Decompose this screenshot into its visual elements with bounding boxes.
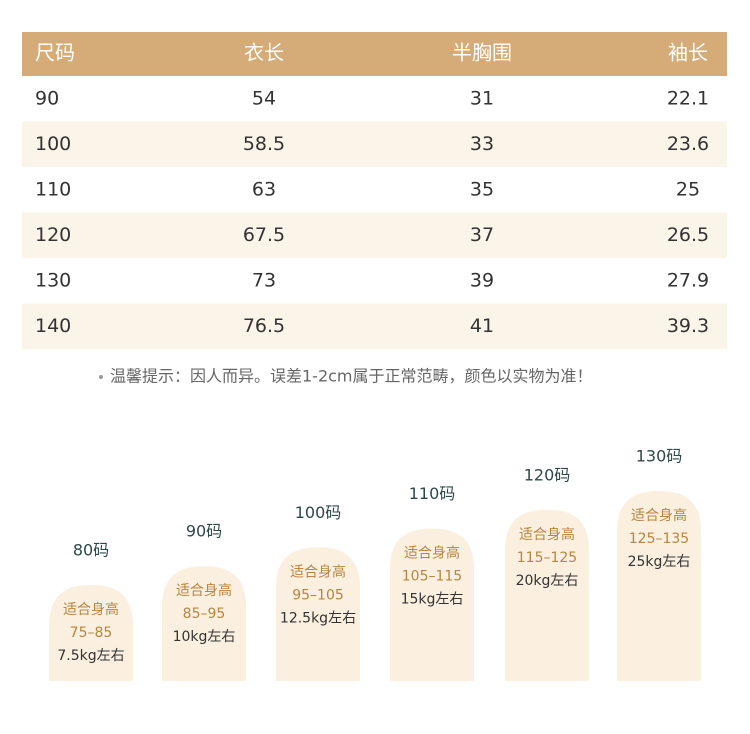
table-cell: 37	[470, 224, 494, 246]
card-label: 适合身高	[290, 563, 346, 580]
table-cell: 23.6	[667, 133, 709, 155]
table-header-bg	[22, 32, 727, 76]
table-cell: 54	[252, 88, 276, 110]
size-card	[390, 528, 474, 681]
card-height: 75–85	[70, 625, 113, 641]
card-weight: 20kg左右	[516, 573, 579, 589]
card-height: 105–115	[402, 569, 462, 585]
size-label: 120码	[524, 465, 571, 484]
table-cell: 25	[676, 179, 700, 201]
table-cell: 120	[35, 224, 71, 246]
card-label: 适合身高	[631, 507, 687, 524]
size-label: 130码	[636, 447, 683, 466]
card-weight: 15kg左右	[401, 592, 464, 608]
card-weight: 12.5kg左右	[280, 610, 356, 626]
table-cell: 39	[470, 270, 494, 292]
size-card	[49, 585, 133, 681]
card-height: 115–125	[517, 550, 577, 566]
card-height: 125–135	[629, 531, 689, 547]
card-label: 适合身高	[176, 582, 232, 599]
header-cell: 袖长	[668, 41, 708, 65]
note: 温馨提示：因人而异。误差1-2cm属于正常范畴，颜色以实物为准！	[110, 367, 593, 386]
table-cell: 110	[35, 179, 71, 201]
card-height: 95–105	[292, 587, 344, 603]
card-label: 适合身高	[404, 545, 460, 562]
size-label: 90码	[186, 522, 222, 541]
table-cell: 33	[470, 133, 494, 155]
card-label: 适合身高	[63, 601, 119, 618]
size-label: 80码	[73, 541, 109, 560]
size-card	[276, 547, 360, 681]
size-card	[617, 491, 701, 681]
row-bg	[22, 121, 727, 167]
header-cell: 衣长	[244, 41, 284, 65]
table-cell: 100	[35, 133, 71, 155]
size-label: 100码	[295, 503, 342, 522]
table-cell: 22.1	[667, 88, 709, 110]
card-weight: 7.5kg左右	[57, 648, 124, 664]
table-cell: 67.5	[243, 224, 285, 246]
table-cell: 140	[35, 315, 71, 337]
table-cell: 27.9	[667, 270, 709, 292]
table-cell: 41	[470, 315, 494, 337]
table-cell: 58.5	[243, 133, 285, 155]
table-cell: 26.5	[667, 224, 709, 246]
card-label: 适合身高	[519, 526, 575, 543]
card-height: 85–95	[183, 606, 226, 622]
table-cell: 31	[470, 88, 494, 110]
table-cell: 130	[35, 270, 71, 292]
table-cell: 90	[35, 88, 59, 110]
size-card	[162, 566, 246, 681]
table-cell: 39.3	[667, 315, 709, 337]
header-cell: 半胸围	[452, 41, 512, 65]
size-card	[505, 509, 589, 681]
table-cell: 35	[470, 179, 494, 201]
card-weight: 10kg左右	[173, 629, 236, 645]
table-cell: 76.5	[243, 315, 285, 337]
note-bullet	[99, 375, 103, 379]
row-bg	[22, 212, 727, 258]
table-cell: 63	[252, 179, 276, 201]
header-cell: 尺码	[35, 41, 75, 65]
card-weight: 25kg左右	[628, 554, 691, 570]
size-label: 110码	[409, 484, 456, 503]
table-cell: 73	[252, 270, 276, 292]
row-bg	[22, 303, 727, 349]
